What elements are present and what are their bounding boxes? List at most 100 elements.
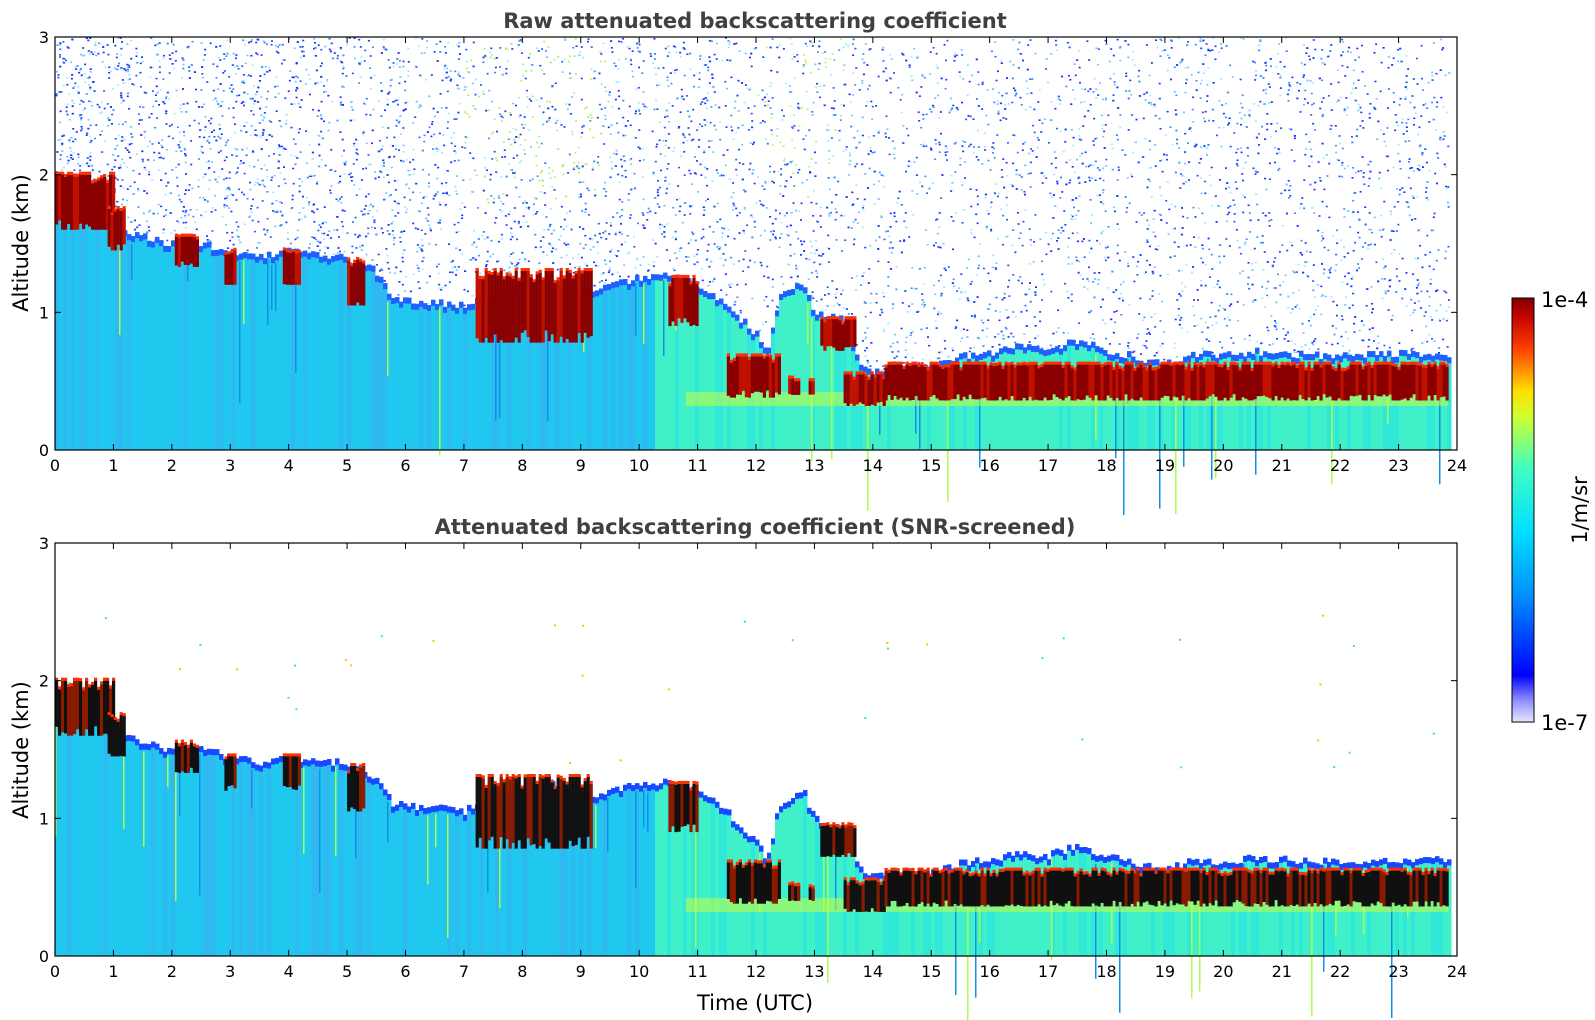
noise-pixel <box>1431 101 1433 104</box>
noise-pixel <box>424 233 427 235</box>
noise-pixel <box>1012 87 1015 89</box>
noise-pixel <box>1331 325 1334 327</box>
noise-pixel <box>190 163 193 166</box>
noise-pixel <box>1193 299 1195 301</box>
noise-pixel <box>208 135 211 138</box>
noise-pixel <box>136 226 139 229</box>
noise-pixel <box>1271 265 1274 268</box>
noise-pixel <box>687 115 690 117</box>
noise-pixel <box>371 259 374 261</box>
noise-pixel <box>519 133 522 136</box>
noise-pixel <box>904 356 907 358</box>
noise-pixel <box>1184 286 1187 288</box>
noise-pixel <box>114 148 117 150</box>
noise-pixel <box>972 151 975 154</box>
noise-pixel <box>1187 66 1190 69</box>
noise-pixel <box>965 118 968 121</box>
noise-pixel <box>291 198 294 201</box>
noise-pixel <box>127 79 130 81</box>
noise-pixel <box>1276 338 1278 340</box>
noise-pixel <box>84 107 86 110</box>
noise-pixel <box>143 91 146 94</box>
noise-pixel <box>1413 124 1415 126</box>
noise-pixel <box>998 319 1001 322</box>
noise-pixel <box>123 162 125 164</box>
noise-pixel <box>1061 191 1064 193</box>
noise-pixel <box>107 175 110 177</box>
noise-pixel <box>236 171 239 174</box>
noise-pixel <box>1102 189 1105 191</box>
noise-pixel <box>856 130 859 132</box>
noise-pixel <box>1130 93 1133 96</box>
noise-pixel <box>888 77 891 79</box>
noise-pixel <box>779 212 781 215</box>
noise-pixel <box>1431 319 1434 321</box>
noise-pixel <box>1189 244 1192 246</box>
noise-pixel <box>875 293 878 295</box>
noise-pixel <box>845 146 848 148</box>
noise-pixel <box>1033 316 1036 318</box>
noise-pixel <box>1235 187 1238 190</box>
noise-pixel <box>1428 169 1431 172</box>
noise-pixel <box>238 188 241 191</box>
panel-title: Raw attenuated backscattering coefficien… <box>503 9 1007 33</box>
noise-pixel <box>199 150 202 152</box>
noise-pixel <box>1228 117 1231 119</box>
noise-pixel <box>212 89 215 92</box>
noise-pixel <box>609 176 612 179</box>
noise-pixel <box>260 54 263 56</box>
noise-pixel <box>765 295 768 298</box>
noise-pixel <box>1010 332 1013 335</box>
noise-pixel <box>1200 317 1203 320</box>
noise-pixel <box>1409 167 1412 170</box>
noise-pixel <box>1442 131 1445 133</box>
noise-pixel <box>468 71 471 74</box>
noise-pixel <box>523 116 526 118</box>
noise-pixel <box>1445 185 1448 188</box>
noise-pixel <box>162 232 165 234</box>
noise-pixel <box>183 147 186 149</box>
noise-pixel <box>514 265 517 267</box>
noise-pixel <box>1207 144 1210 146</box>
noise-pixel <box>77 163 80 165</box>
noise-pixel <box>744 250 747 252</box>
noise-pixel <box>614 254 617 257</box>
noise-pixel <box>958 71 961 73</box>
noise-pixel <box>182 103 185 105</box>
noise-pixel <box>317 229 320 232</box>
noise-pixel <box>551 185 554 188</box>
noise-pixel <box>634 266 637 269</box>
noise-pixel <box>409 161 412 164</box>
noise-pixel <box>710 260 713 263</box>
noise-pixel <box>814 151 816 154</box>
noise-pixel <box>1262 89 1265 92</box>
noise-pixel <box>235 57 237 60</box>
noise-pixel <box>1165 222 1168 224</box>
noise-pixel <box>847 45 850 47</box>
noise-pixel <box>1291 76 1294 79</box>
noise-pixel <box>721 232 724 234</box>
noise-pixel <box>326 79 329 81</box>
noise-pixel <box>65 59 67 62</box>
noise-pixel <box>86 132 89 135</box>
noise-pixel <box>131 83 134 85</box>
noise-pixel <box>420 202 423 205</box>
noise-pixel <box>952 278 955 281</box>
noise-pixel <box>1344 75 1347 77</box>
noise-pixel <box>978 264 981 267</box>
noise-pixel <box>1104 98 1107 100</box>
noise-pixel <box>720 174 723 177</box>
noise-pixel <box>1056 240 1058 242</box>
noise-pixel <box>798 283 801 286</box>
noise-pixel <box>878 171 881 174</box>
noise-pixel <box>910 56 913 58</box>
noise-pixel <box>612 216 615 218</box>
noise-pixel <box>165 112 168 115</box>
noise-pixel <box>245 154 248 157</box>
noise-pixel <box>1383 200 1386 203</box>
noise-pixel <box>1070 293 1073 296</box>
noise-pixel <box>900 111 903 114</box>
noise-pixel <box>1331 343 1334 346</box>
noise-pixel <box>393 180 396 182</box>
noise-pixel <box>770 129 773 131</box>
